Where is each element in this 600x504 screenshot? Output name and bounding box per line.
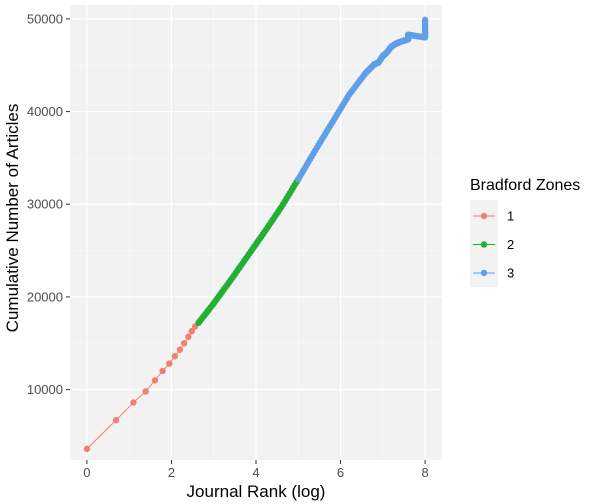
series-layer — [83, 16, 429, 453]
legend-label: 2 — [507, 237, 514, 252]
legend-item-2: 2 — [473, 237, 514, 252]
series-1-point — [176, 346, 184, 353]
x-tick-label: 6 — [337, 465, 344, 480]
series-1-point — [180, 340, 188, 347]
legend-label: 1 — [507, 209, 514, 224]
major-gridlines — [70, 5, 442, 460]
x-tick-label: 4 — [252, 465, 259, 480]
y-tick-label: 40000 — [27, 104, 63, 119]
series-1-point — [112, 416, 120, 424]
series-2 — [195, 176, 302, 327]
series-3 — [295, 16, 429, 183]
series-1-point — [130, 399, 137, 406]
y-tick-label: 10000 — [27, 382, 63, 397]
y-tick-label: 30000 — [27, 197, 63, 212]
series-1-point — [185, 333, 192, 340]
legend-key-point — [480, 241, 488, 248]
series-1-point — [83, 445, 91, 453]
series-1-point — [188, 327, 195, 335]
x-tick-label: 8 — [421, 465, 428, 480]
legend-label: 3 — [507, 266, 514, 281]
legend-key-point — [480, 269, 488, 277]
legend-item-3: 3 — [473, 266, 514, 281]
legend-title: Bradford Zones — [470, 177, 580, 194]
x-tick-label: 2 — [168, 465, 175, 480]
x-tick-label: 0 — [83, 465, 90, 480]
series-1-point — [151, 377, 159, 384]
y-axis: 10000 20000 30000 40000 50000 — [27, 11, 70, 397]
y-tick-label: 20000 — [27, 289, 63, 304]
legend-key-point — [480, 212, 488, 220]
series-1-point — [166, 360, 173, 367]
x-axis: 0 2 4 6 8 — [83, 460, 429, 480]
y-tick-label: 50000 — [27, 11, 63, 26]
series-1-point — [142, 388, 149, 395]
series-3-point — [421, 16, 429, 24]
series-1-point — [171, 353, 179, 360]
x-axis-title: Journal Rank (log) — [187, 482, 326, 501]
legend-item-1: 1 — [473, 209, 514, 224]
legend: Bradford Zones 1 2 3 — [470, 177, 580, 287]
series-1-point — [159, 367, 166, 375]
y-axis-title: Cumulative Number of Articles — [3, 104, 22, 333]
